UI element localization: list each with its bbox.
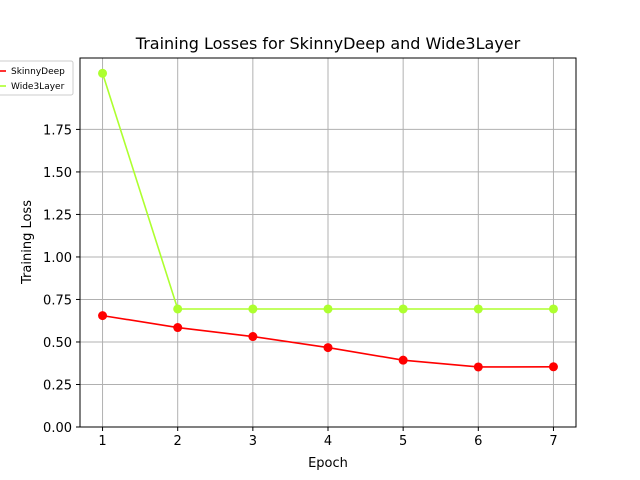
- y-tick-label: 0.25: [43, 378, 72, 393]
- legend-label: SkinnyDeep: [11, 67, 65, 77]
- wide3layer-point: [173, 304, 183, 314]
- x-axis-label: Epoch: [308, 456, 348, 471]
- y-tick-label: 1.25: [43, 208, 72, 223]
- skinnydeep-point: [98, 311, 108, 321]
- wide3layer-point: [398, 304, 408, 314]
- x-tick-label: 3: [249, 434, 257, 449]
- x-axis: 1 2 3 4 5 6 7: [98, 427, 558, 449]
- y-tick-label: 0.50: [43, 336, 72, 351]
- y-tick-label: 1.75: [43, 123, 72, 138]
- y-tick-label: 0.00: [43, 421, 72, 436]
- chart-title: Training Losses for SkinnyDeep and Wide3…: [135, 34, 521, 53]
- y-axis: 0.00 0.25 0.50 0.75 1.00 1.25 1.50 1.75: [43, 123, 80, 436]
- y-tick-label: 0.75: [43, 293, 72, 308]
- skinnydeep-point: [248, 332, 258, 342]
- series-layer: [98, 68, 558, 372]
- wide3layer-point: [548, 304, 558, 314]
- wide3layer-point: [248, 304, 258, 314]
- x-tick-label: 2: [174, 434, 182, 449]
- y-tick-label: 1.00: [43, 251, 72, 266]
- x-tick-label: 4: [324, 434, 332, 449]
- legend: SkinnyDeep Wide3Layer: [0, 60, 74, 96]
- wide3layer-point: [473, 304, 483, 314]
- wide3layer-point: [323, 304, 333, 314]
- wide3layer-point: [98, 68, 108, 78]
- skinnydeep-point: [548, 362, 558, 372]
- x-tick-label: 6: [474, 434, 482, 449]
- x-tick-label: 5: [399, 434, 407, 449]
- skinnydeep-point: [173, 323, 183, 333]
- legend-box: [0, 60, 74, 96]
- skinnydeep-point: [398, 355, 408, 365]
- skinnydeep-point: [473, 362, 483, 372]
- legend-label: Wide3Layer: [11, 82, 65, 92]
- y-tick-label: 1.50: [43, 166, 72, 181]
- y-axis-label: Training Loss: [20, 200, 35, 285]
- x-tick-label: 1: [98, 434, 106, 449]
- skinnydeep-point: [323, 343, 333, 353]
- grid: [80, 58, 576, 428]
- x-tick-label: 7: [549, 434, 557, 449]
